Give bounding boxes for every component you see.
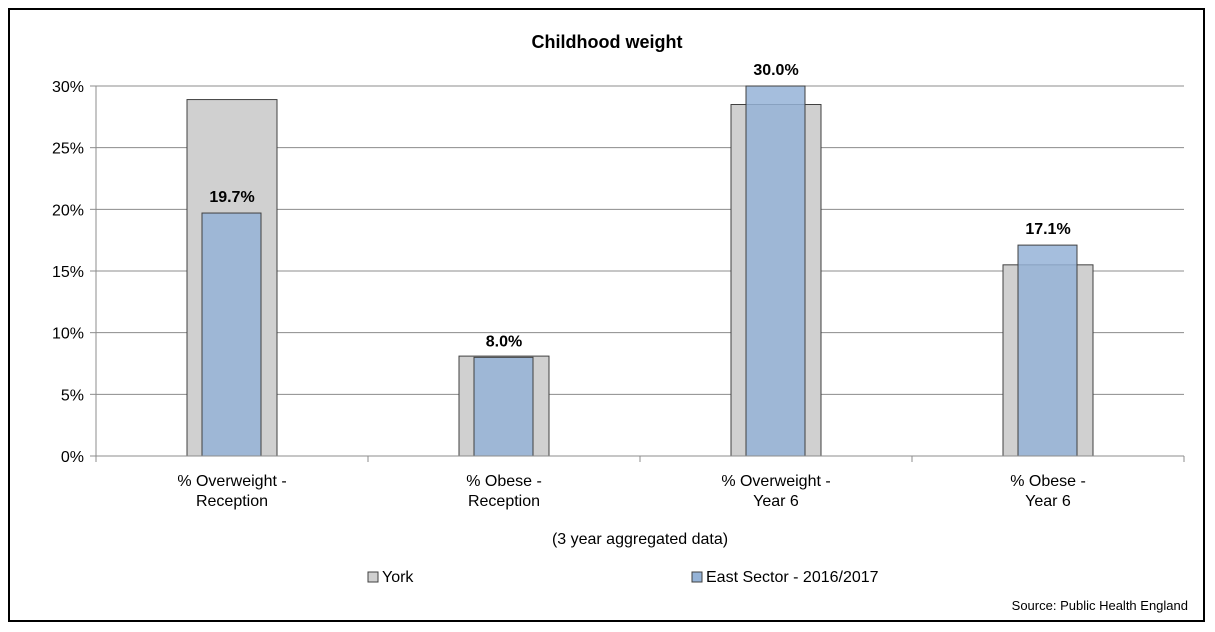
y-tick-label: 10% [52,326,84,343]
legend-label: York [382,569,414,586]
category-label: Reception [468,493,540,510]
category-label: % Overweight - [177,473,286,490]
bar-east-sector [473,356,534,457]
source-note: Source: Public Health England [1012,598,1188,613]
y-tick-label: 20% [52,202,84,219]
legend: York East Sector - 2016/2017 [367,569,879,586]
legend-swatch [367,571,379,583]
data-label: 8.0% [486,333,522,350]
chart-title: Childhood weight [532,32,683,52]
data-label: 30.0% [753,62,798,79]
bar-east-sector [1017,244,1078,457]
category-label: % Obese - [1010,473,1086,490]
legend-label: East Sector - 2016/2017 [706,569,879,586]
category-label: % Overweight - [721,473,830,490]
category-label: Reception [196,493,268,510]
bar-east-sector [201,212,262,457]
y-tick-label: 5% [61,387,84,404]
x-axis-caption: (3 year aggregated data) [552,531,728,548]
y-tick-label: 25% [52,141,84,158]
category-label: % Obese - [466,473,542,490]
data-label: 17.1% [1025,221,1070,238]
y-tick-label: 30% [52,79,84,96]
category-label: Year 6 [1025,493,1071,510]
y-tick-label: 0% [61,449,84,466]
y-tick-label: 15% [52,264,84,281]
category-label: Year 6 [753,493,799,510]
data-label: 19.7% [209,189,254,206]
bar-east-sector [745,85,806,457]
legend-swatch [691,571,703,583]
